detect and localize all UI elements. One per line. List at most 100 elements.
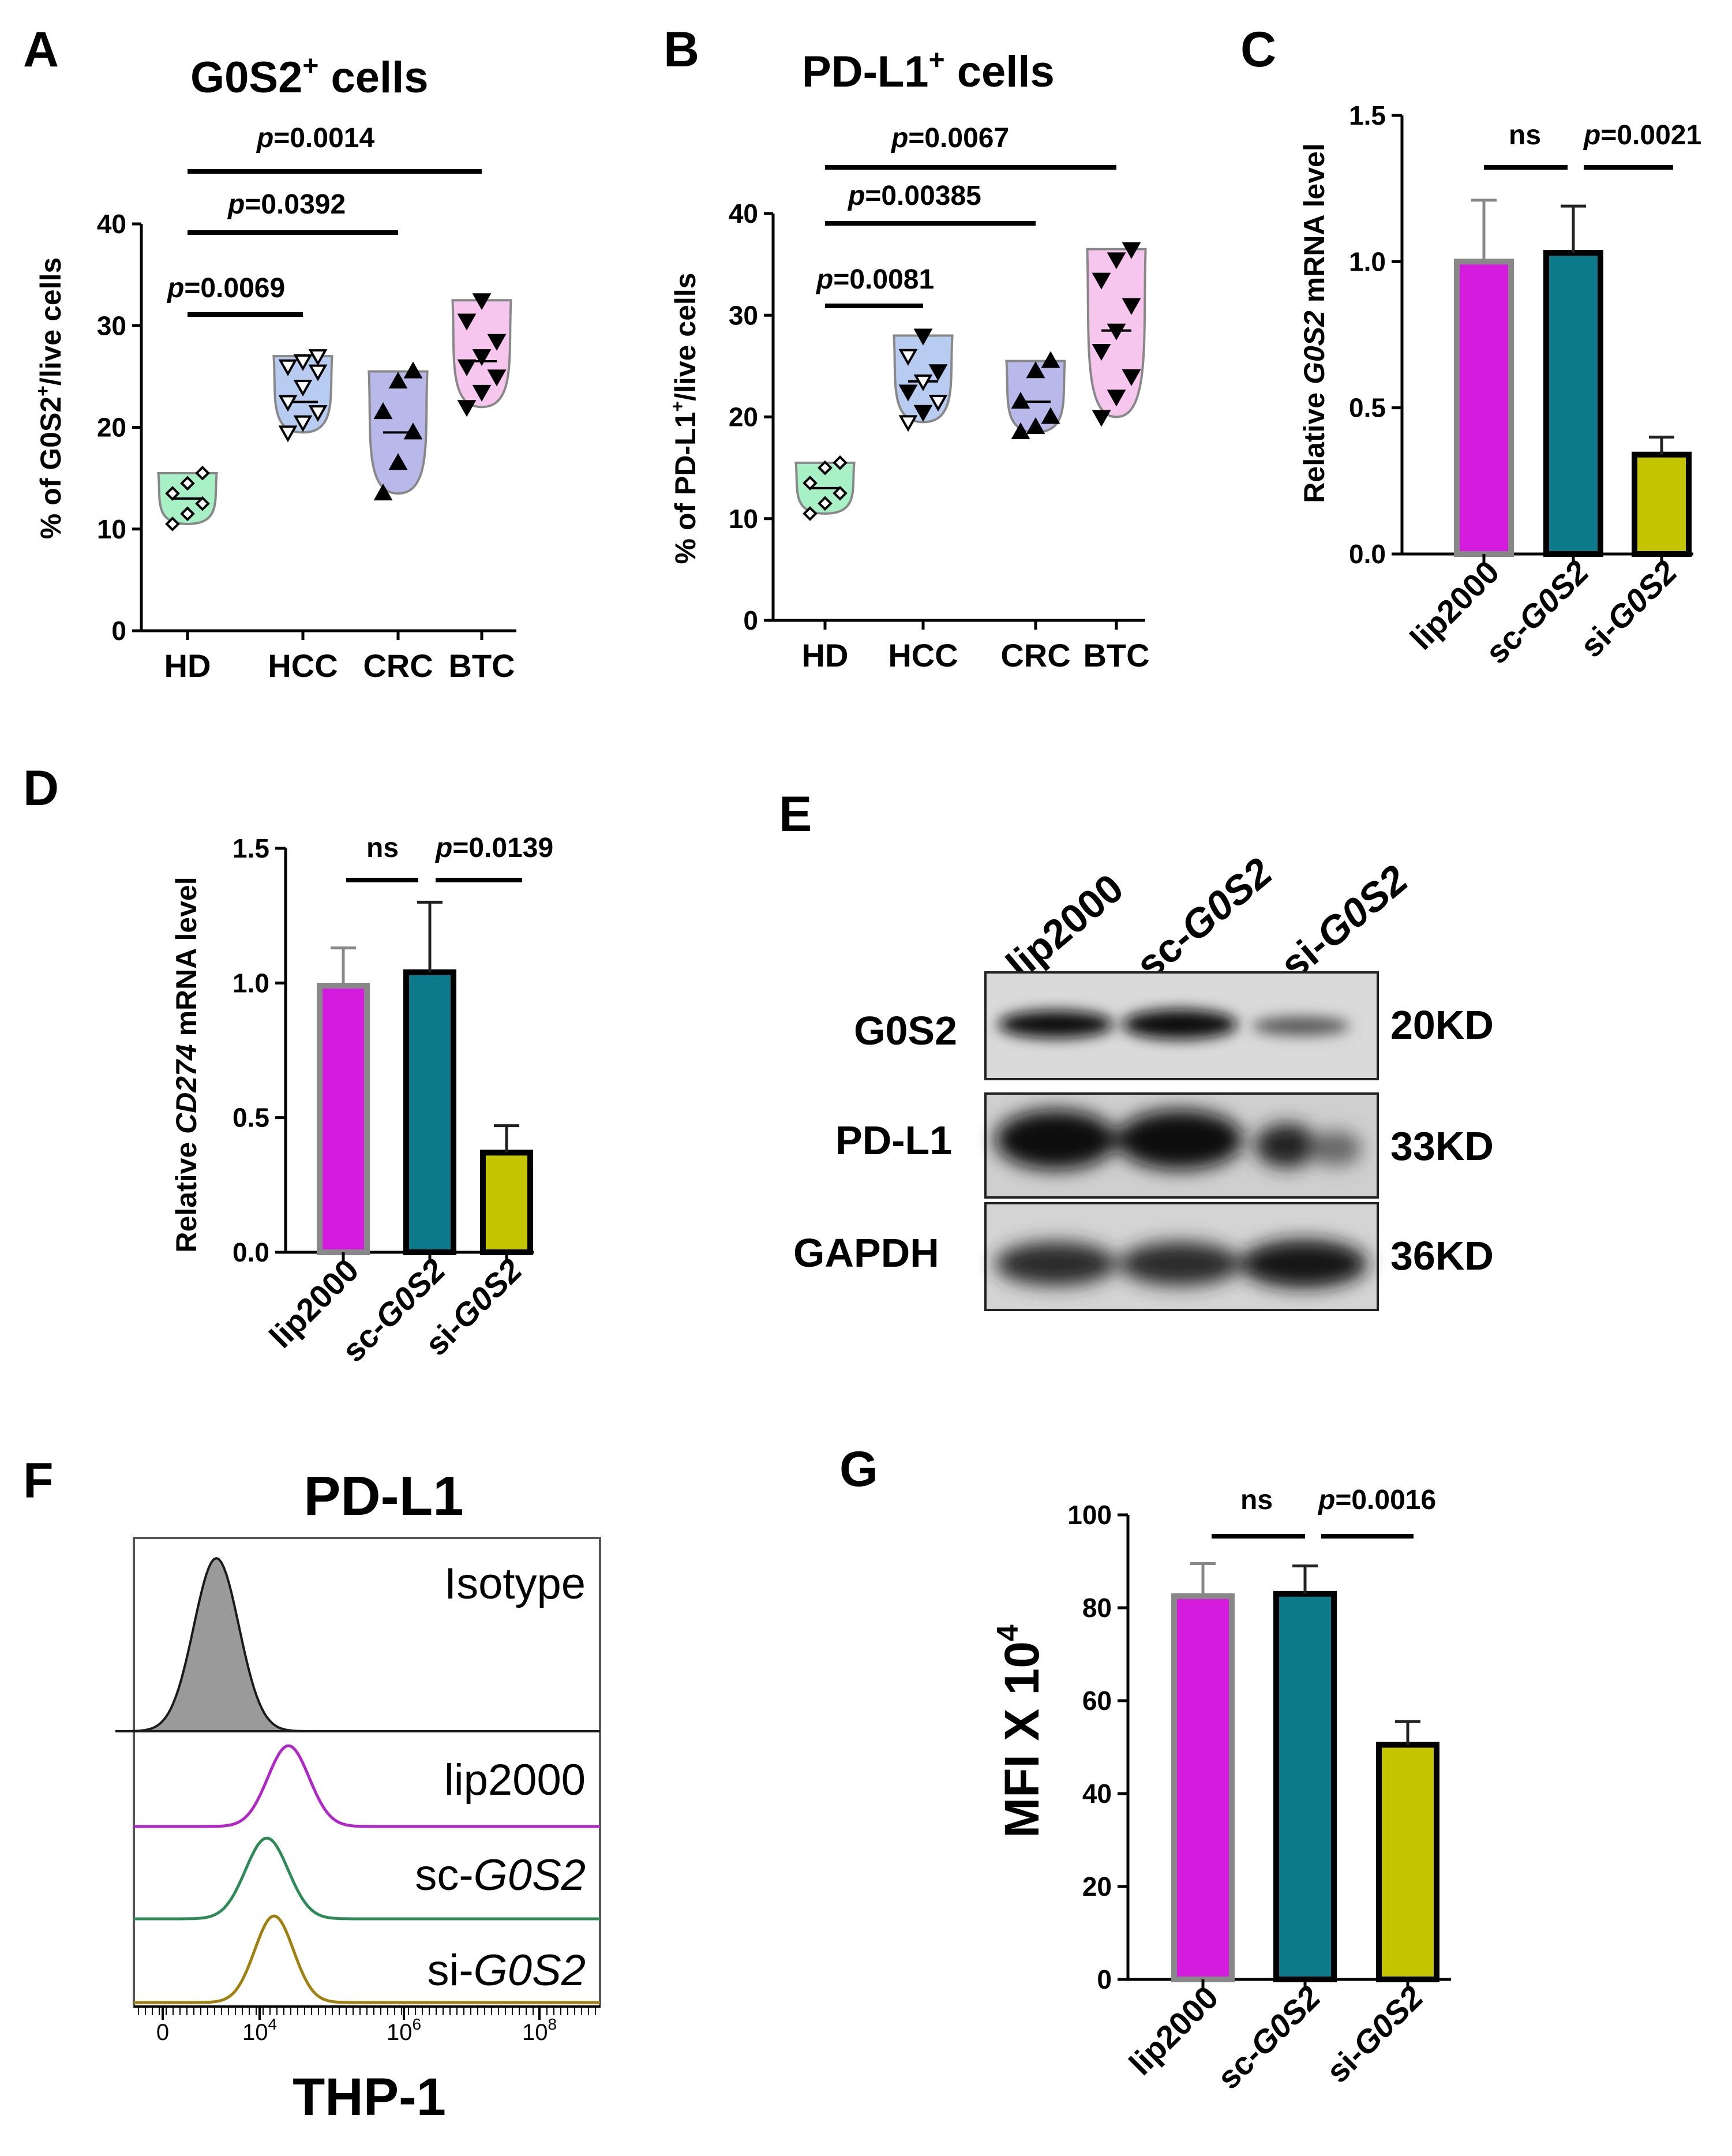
y-tick-label: 1.5 bbox=[233, 833, 269, 863]
blot-protein-g0s2: G0S2 bbox=[854, 1008, 957, 1053]
data-point bbox=[293, 354, 313, 372]
panel-e: E lip2000 sc-G0S2 si-G0S2 G0S2 20KD PD-L… bbox=[779, 787, 1494, 1311]
data-point bbox=[457, 359, 477, 376]
panel-d-pvalue: p=0.0139 bbox=[434, 833, 553, 863]
bar bbox=[1273, 1590, 1337, 1983]
data-point bbox=[1041, 407, 1060, 424]
data-point bbox=[1026, 361, 1045, 379]
y-tick-label: 80 bbox=[1082, 1593, 1112, 1623]
data-point bbox=[1122, 298, 1141, 315]
y-tick-label: 0 bbox=[111, 616, 126, 646]
y-tick-label: 0.0 bbox=[233, 1237, 269, 1267]
category-label: BTC bbox=[1083, 637, 1149, 673]
data-point bbox=[472, 384, 492, 402]
data-point bbox=[898, 415, 918, 432]
data-point bbox=[818, 460, 833, 476]
histogram-xtick-1e8: 108 bbox=[522, 2015, 557, 2045]
category-label: HCC bbox=[888, 637, 958, 673]
data-point bbox=[898, 384, 918, 402]
panel-d-ylabel: Relative CD274 mRNA level bbox=[170, 877, 203, 1252]
panel-b-pvalue-hd-crc: p=0.00385 bbox=[847, 181, 981, 211]
data-point bbox=[833, 455, 848, 470]
panel-a: A G0S2+ cells % of G0S2+/live cells 0 10 2… bbox=[23, 22, 516, 684]
data-point bbox=[388, 453, 408, 470]
data-point bbox=[388, 372, 408, 389]
data-point bbox=[487, 369, 507, 387]
data-point bbox=[165, 486, 180, 501]
data-point bbox=[803, 506, 818, 521]
data-point bbox=[1122, 242, 1141, 259]
y-tick-label: 20 bbox=[1082, 1871, 1112, 1902]
data-point bbox=[1092, 343, 1111, 361]
blot-lane-label-si-g0s2: si-G0S2 bbox=[1272, 856, 1416, 987]
y-tick-label: 0 bbox=[1097, 1964, 1112, 1994]
data-point bbox=[293, 415, 313, 432]
category-label: si-G0S2 bbox=[1319, 1979, 1430, 2090]
panel-g-ns-label: ns bbox=[1240, 1485, 1273, 1515]
panel-b-pvalue-hd-hcc: p=0.0081 bbox=[815, 264, 934, 295]
data-point bbox=[308, 349, 328, 366]
blot-protein-pdl1: PD-L1 bbox=[835, 1118, 952, 1163]
data-point bbox=[1107, 252, 1126, 270]
y-tick-label: 20 bbox=[97, 413, 126, 443]
data-point bbox=[1092, 410, 1111, 427]
panel-label-e: E bbox=[779, 787, 812, 842]
panel-a-plot: 0 10 20 30 40 HD HCC CRC BTC bbox=[97, 209, 516, 684]
category-label: si-G0S2 bbox=[1573, 553, 1684, 664]
data-point bbox=[373, 483, 393, 501]
blot-lane-label-lip2000: lip2000 bbox=[998, 865, 1132, 987]
bar bbox=[1632, 451, 1692, 557]
data-point bbox=[1092, 272, 1111, 290]
track-label-isotype: Isotype bbox=[444, 1559, 586, 1608]
panel-label-f: F bbox=[23, 1453, 54, 1509]
data-point bbox=[1122, 369, 1141, 387]
y-tick-label: 40 bbox=[729, 199, 758, 229]
panel-g-ylabel: MFI X 104 bbox=[991, 1625, 1049, 1838]
category-label: BTC bbox=[448, 647, 515, 684]
blot-size-gapdh: 36KD bbox=[1390, 1233, 1494, 1278]
panel-d-ns-label: ns bbox=[366, 833, 399, 863]
panel-a-pvalue-hd-crc: p=0.0392 bbox=[227, 189, 346, 220]
histogram-xlabel: THP-1 bbox=[293, 2068, 446, 2127]
y-tick-label: 100 bbox=[1067, 1500, 1112, 1530]
data-point bbox=[195, 465, 210, 481]
data-point bbox=[180, 476, 195, 491]
data-point bbox=[472, 293, 492, 310]
data-point bbox=[373, 402, 393, 420]
histogram-track bbox=[134, 1914, 600, 2004]
blot-protein-gapdh: GAPDH bbox=[793, 1230, 939, 1275]
panel-b-pvalue-hd-btc: p=0.0067 bbox=[890, 123, 1009, 154]
y-tick-label: 1.0 bbox=[233, 968, 269, 998]
data-point bbox=[833, 485, 848, 501]
bar bbox=[480, 1150, 533, 1256]
panel-g-pvalue: p=0.0016 bbox=[1317, 1485, 1436, 1515]
panel-c-ylabel: Relative G0S2 mRNA level bbox=[1298, 143, 1330, 503]
blot-lane-label-sc-g0s2: sc-G0S2 bbox=[1128, 849, 1281, 988]
panel-b-title: PD-L1+ cells bbox=[802, 45, 1055, 96]
y-tick-label: 10 bbox=[729, 504, 758, 534]
data-point bbox=[278, 425, 298, 443]
y-tick-label: 20 bbox=[729, 402, 758, 432]
data-point bbox=[487, 334, 507, 351]
y-tick-label: 10 bbox=[97, 514, 126, 544]
track-label-lip2000: lip2000 bbox=[444, 1756, 586, 1805]
panel-label-d: D bbox=[23, 761, 59, 816]
y-tick-label: 30 bbox=[97, 310, 126, 340]
panel-a-pvalue-hd-btc: p=0.0014 bbox=[256, 123, 374, 154]
data-point bbox=[1107, 390, 1126, 407]
bar bbox=[1543, 250, 1603, 557]
panel-label-c: C bbox=[1240, 22, 1276, 77]
data-point bbox=[913, 405, 933, 422]
histogram-plot bbox=[115, 1556, 600, 2020]
y-tick-label: 0 bbox=[743, 605, 758, 635]
data-point bbox=[913, 328, 933, 346]
bar bbox=[1171, 1593, 1235, 1982]
y-tick-label: 1.5 bbox=[1349, 100, 1386, 130]
panel-c: C Relative G0S2 mRNA level 0.00.51.01.5l… bbox=[1240, 22, 1701, 671]
panel-c-ns-label: ns bbox=[1509, 120, 1541, 151]
data-point bbox=[1041, 351, 1060, 368]
data-point bbox=[803, 476, 818, 491]
